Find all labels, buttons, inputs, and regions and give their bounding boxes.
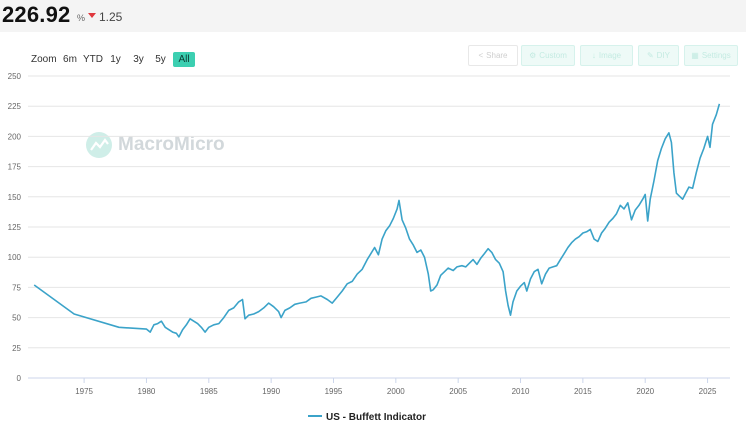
custom-button[interactable]: ⚙ Custom (521, 45, 575, 66)
x-axis: 1975 1980 1985 1990 1995 2000 2005 2010 2015 2020… (28, 377, 730, 396)
range-ytd-button[interactable]: YTD (83, 54, 103, 65)
down-arrow-icon (88, 13, 96, 18)
y-tick-label: 0 (17, 374, 22, 383)
y-tick-label: 150 (8, 193, 22, 202)
diy-button[interactable]: ✎ DIY (638, 45, 679, 66)
y-tick-label: 200 (8, 132, 22, 141)
range-3y-button[interactable]: 3y (133, 54, 144, 65)
x-tick-label: 1975 (75, 387, 93, 396)
diy-label: DIY (656, 51, 671, 60)
watermark-text: MacroMicro (118, 134, 225, 155)
settings-button[interactable]: ▦ Settings (684, 45, 738, 66)
share-label: Share (486, 51, 508, 60)
macromicro-logo-icon (86, 132, 112, 158)
value-unit: % (77, 13, 86, 23)
range-1y-button[interactable]: 1y (110, 54, 121, 65)
image-label: Image (598, 51, 622, 60)
y-tick-label: 225 (8, 102, 22, 111)
y-tick-label: 50 (12, 314, 21, 323)
legend[interactable]: US - Buffett Indicator (308, 412, 426, 423)
y-tick-label: 25 (12, 344, 21, 353)
y-tick-label: 175 (8, 163, 22, 172)
y-tick-label: 125 (8, 223, 22, 232)
legend-label: US - Buffett Indicator (326, 412, 426, 423)
download-icon: ↓ (591, 51, 596, 60)
x-tick-label: 2010 (512, 387, 530, 396)
summary-bar: 226.92 % 1.25 (0, 0, 746, 32)
x-tick-label: 2000 (387, 387, 405, 396)
range-all-button[interactable]: All (173, 52, 195, 67)
x-tick-label: 2020 (636, 387, 654, 396)
range-6m-button[interactable]: 6m (63, 54, 77, 65)
x-tick-label: 1990 (262, 387, 280, 396)
gear-icon: ⚙ (529, 51, 537, 60)
y-axis: 0 25 50 75 100 125 150 175 200 225 250 (8, 72, 22, 383)
settings-label: Settings (701, 51, 731, 60)
range-5y-button[interactable]: 5y (155, 54, 166, 65)
grid-icon: ▦ (691, 51, 699, 60)
zoom-label: Zoom (31, 54, 57, 65)
share-icon: < (478, 51, 484, 60)
y-tick-label: 75 (12, 283, 21, 292)
image-button[interactable]: ↓ Image (580, 45, 633, 66)
pencil-icon: ✎ (646, 51, 654, 60)
x-tick-label: 2015 (574, 387, 592, 396)
share-button[interactable]: < Share (468, 45, 518, 66)
x-tick-label: 2005 (449, 387, 467, 396)
custom-label: Custom (539, 51, 567, 60)
x-tick-label: 1985 (200, 387, 218, 396)
current-value: 226.92 (2, 2, 71, 27)
series-line-buffett-indicator[interactable] (33, 103, 721, 338)
x-tick-label: 2025 (699, 387, 717, 396)
y-tick-label: 100 (8, 253, 22, 262)
grid-lines (28, 75, 730, 379)
change-value: 1.25 (99, 10, 123, 24)
x-tick-label: 1995 (325, 387, 343, 396)
series-group (33, 103, 721, 338)
y-tick-label: 250 (8, 72, 22, 81)
x-tick-label: 1980 (138, 387, 156, 396)
